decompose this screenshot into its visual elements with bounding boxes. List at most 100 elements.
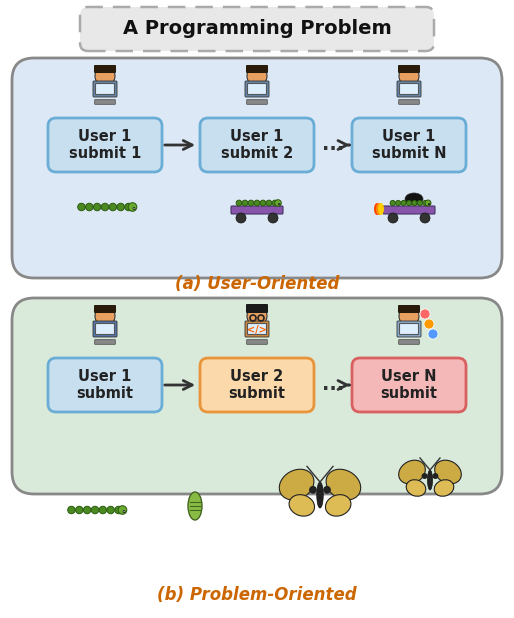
Circle shape — [76, 506, 83, 514]
Ellipse shape — [374, 203, 380, 215]
Circle shape — [428, 203, 430, 205]
FancyBboxPatch shape — [200, 358, 314, 412]
Circle shape — [247, 306, 267, 326]
Text: ...: ... — [322, 376, 344, 394]
Circle shape — [421, 473, 428, 479]
Circle shape — [412, 200, 417, 206]
FancyBboxPatch shape — [12, 298, 502, 494]
Ellipse shape — [435, 460, 461, 484]
Circle shape — [428, 329, 438, 339]
FancyBboxPatch shape — [95, 99, 115, 104]
Ellipse shape — [406, 480, 426, 496]
Circle shape — [109, 203, 117, 211]
Ellipse shape — [188, 492, 202, 520]
Circle shape — [78, 203, 85, 211]
Text: (a) User-Oriented: (a) User-Oriented — [175, 275, 339, 293]
Circle shape — [117, 203, 124, 211]
FancyBboxPatch shape — [352, 118, 466, 172]
FancyBboxPatch shape — [246, 304, 268, 313]
Circle shape — [399, 66, 419, 86]
Text: User 2
submit: User 2 submit — [229, 369, 285, 401]
Text: User N
submit: User N submit — [380, 369, 437, 401]
Circle shape — [123, 510, 125, 512]
FancyBboxPatch shape — [231, 206, 283, 214]
Circle shape — [417, 200, 423, 206]
FancyBboxPatch shape — [93, 321, 117, 337]
Circle shape — [407, 200, 412, 206]
Circle shape — [115, 506, 122, 514]
FancyBboxPatch shape — [352, 358, 466, 412]
Circle shape — [268, 213, 278, 223]
Circle shape — [401, 200, 406, 206]
Circle shape — [390, 200, 395, 206]
Circle shape — [91, 506, 99, 514]
Circle shape — [83, 506, 91, 514]
FancyBboxPatch shape — [48, 118, 162, 172]
FancyBboxPatch shape — [399, 340, 419, 344]
FancyBboxPatch shape — [247, 99, 267, 104]
Text: ...: ... — [322, 135, 344, 154]
Circle shape — [388, 213, 398, 223]
Circle shape — [128, 203, 137, 211]
Circle shape — [133, 208, 135, 210]
FancyBboxPatch shape — [398, 65, 420, 73]
Text: A Programming Problem: A Programming Problem — [123, 20, 391, 38]
Circle shape — [420, 213, 430, 223]
FancyBboxPatch shape — [96, 323, 115, 334]
FancyBboxPatch shape — [95, 340, 115, 344]
Circle shape — [323, 486, 331, 494]
Circle shape — [420, 309, 430, 319]
Ellipse shape — [428, 470, 432, 490]
FancyBboxPatch shape — [48, 358, 162, 412]
Circle shape — [279, 203, 280, 205]
Ellipse shape — [378, 203, 384, 215]
FancyBboxPatch shape — [247, 340, 267, 344]
FancyBboxPatch shape — [397, 321, 421, 337]
FancyBboxPatch shape — [397, 81, 421, 97]
Circle shape — [266, 200, 272, 206]
Circle shape — [99, 506, 106, 514]
Ellipse shape — [325, 494, 351, 516]
FancyBboxPatch shape — [248, 323, 266, 334]
FancyBboxPatch shape — [399, 99, 419, 104]
Circle shape — [95, 66, 115, 86]
Circle shape — [425, 200, 431, 206]
Ellipse shape — [399, 460, 425, 484]
Circle shape — [242, 200, 248, 206]
Text: User 1
submit 2: User 1 submit 2 — [221, 129, 293, 161]
Circle shape — [424, 319, 434, 329]
Circle shape — [260, 200, 266, 206]
Ellipse shape — [405, 193, 423, 205]
FancyBboxPatch shape — [248, 83, 266, 95]
Circle shape — [248, 200, 254, 206]
FancyBboxPatch shape — [246, 65, 268, 73]
Circle shape — [399, 306, 419, 326]
FancyBboxPatch shape — [245, 321, 269, 337]
Circle shape — [236, 213, 246, 223]
FancyBboxPatch shape — [96, 83, 115, 95]
Circle shape — [68, 506, 75, 514]
Text: </>: </> — [247, 325, 267, 335]
Circle shape — [107, 506, 115, 514]
Circle shape — [396, 200, 401, 206]
Circle shape — [432, 473, 438, 479]
Text: User 1
submit 1: User 1 submit 1 — [69, 129, 141, 161]
FancyBboxPatch shape — [398, 305, 420, 313]
Ellipse shape — [376, 203, 382, 215]
Circle shape — [125, 203, 132, 211]
Circle shape — [101, 203, 109, 211]
Circle shape — [94, 203, 101, 211]
Circle shape — [85, 203, 93, 211]
FancyBboxPatch shape — [383, 206, 435, 214]
Circle shape — [274, 200, 281, 206]
FancyBboxPatch shape — [94, 305, 116, 313]
Circle shape — [236, 200, 242, 206]
Ellipse shape — [434, 480, 454, 496]
Circle shape — [272, 200, 278, 206]
FancyBboxPatch shape — [12, 58, 502, 278]
Ellipse shape — [317, 482, 323, 508]
FancyBboxPatch shape — [80, 7, 434, 51]
FancyBboxPatch shape — [94, 65, 116, 73]
FancyBboxPatch shape — [399, 323, 418, 334]
Text: (b) Problem-Oriented: (b) Problem-Oriented — [157, 586, 357, 604]
